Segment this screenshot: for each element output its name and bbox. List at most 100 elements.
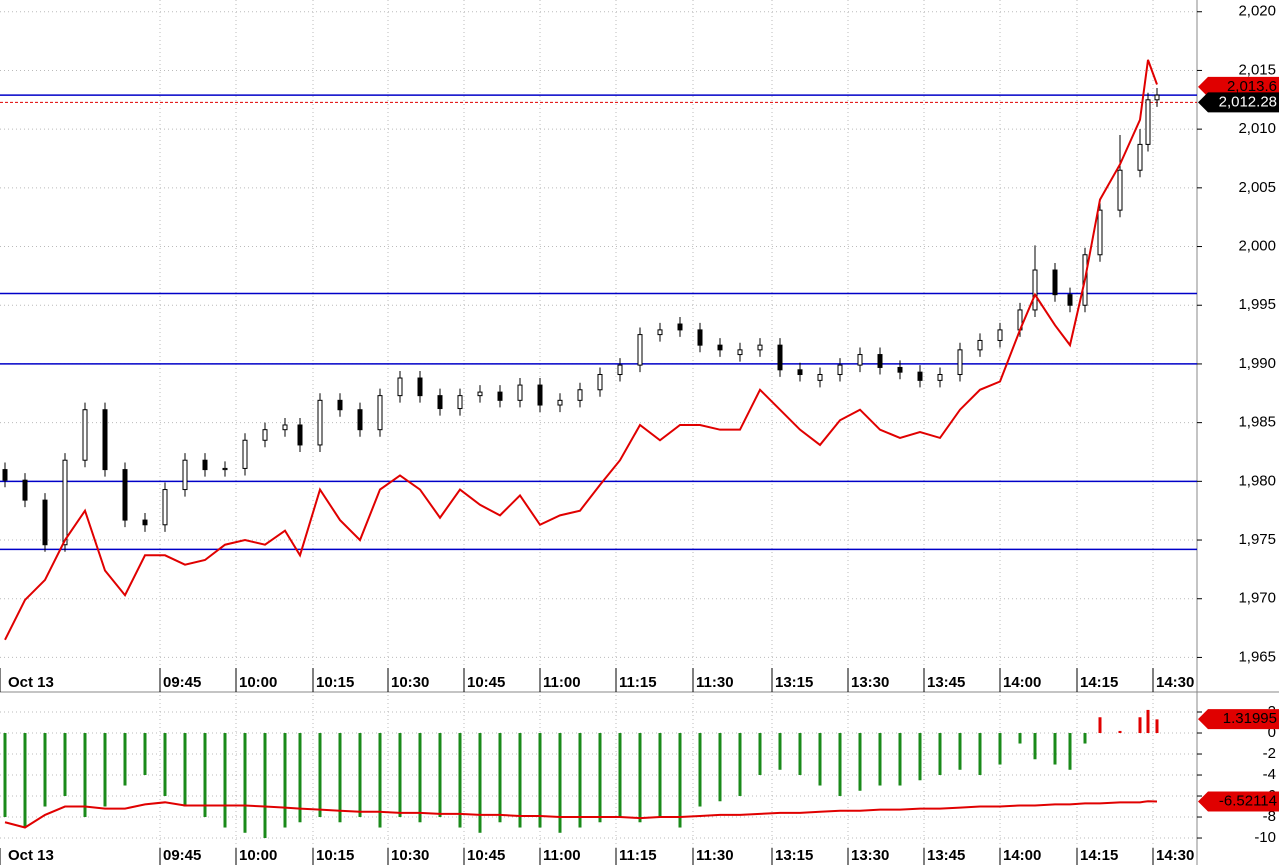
x-tick-label: 10:00 <box>239 674 277 691</box>
histogram-bar <box>678 733 682 828</box>
x-tick-label: 11:15 <box>619 674 657 691</box>
price-tag-label: -6.52114 <box>1219 792 1277 809</box>
histogram-bar <box>538 733 542 828</box>
histogram-bar <box>398 733 402 818</box>
candle-body <box>417 377 423 397</box>
price-tag-label: 2,013.6 <box>1227 78 1277 95</box>
candle-body <box>537 384 543 406</box>
candle-body <box>677 323 683 331</box>
histogram-bar <box>378 733 382 828</box>
candle-body <box>577 389 583 401</box>
x-tick-label: 11:30 <box>696 674 734 691</box>
candle-body <box>737 349 743 356</box>
candle-body <box>797 369 803 376</box>
histogram-bar <box>1068 733 1072 770</box>
histogram-bar <box>818 733 822 786</box>
candle-body <box>817 374 823 381</box>
histogram-bar <box>598 733 602 823</box>
histogram-bar <box>798 733 802 776</box>
x-tick-label: 13:30 <box>851 847 889 864</box>
x-tick-label: 10:30 <box>391 847 429 864</box>
candle-body <box>717 344 723 351</box>
candle-body <box>202 459 208 471</box>
histogram-bar <box>758 733 762 776</box>
histogram-bar <box>3 733 7 818</box>
histogram-bar <box>1033 733 1037 760</box>
candle-body <box>637 334 643 366</box>
histogram-bar <box>998 733 1002 765</box>
y-tick-label: 1,985 <box>1238 414 1276 431</box>
candle-body <box>937 374 943 381</box>
candle-body <box>1145 99 1151 145</box>
histogram-bar <box>1083 733 1087 744</box>
x-tick-label: 14:15 <box>1080 674 1118 691</box>
candle-body <box>917 371 923 381</box>
price-tag-label: 1.31995 <box>1223 710 1277 727</box>
candle-body <box>617 364 623 376</box>
y-tick-label: 2,020 <box>1238 3 1276 20</box>
histogram-bar <box>1098 717 1102 734</box>
x-tick-label: 10:00 <box>239 847 277 864</box>
histogram-bar <box>738 733 742 797</box>
candle-body <box>337 399 343 411</box>
histogram-bar <box>283 733 287 828</box>
candle-body <box>162 489 168 526</box>
x-tick-label: 10:15 <box>316 847 354 864</box>
histogram-bar <box>223 733 227 828</box>
y-tick-label: 0 <box>1268 724 1276 741</box>
y-tick-label: -8 <box>1263 808 1276 825</box>
price-tag <box>1198 92 1279 113</box>
candle-body <box>877 354 883 368</box>
histogram-bar <box>298 733 302 823</box>
histogram-bar <box>878 733 882 786</box>
histogram-bar <box>498 733 502 823</box>
y-tick-label: 1,970 <box>1238 590 1276 607</box>
line-series <box>4 800 1158 829</box>
histogram-bar <box>438 733 442 818</box>
histogram-bar <box>478 733 482 833</box>
candle-body <box>122 469 128 521</box>
x-tick-label: 10:45 <box>467 674 505 691</box>
histogram-bar <box>898 733 902 786</box>
candle-body <box>557 399 563 406</box>
candle-body <box>437 395 443 410</box>
histogram-bar <box>338 733 342 823</box>
candle-body <box>1154 94 1160 101</box>
candle-body <box>837 364 843 376</box>
y-tick-label: 2,015 <box>1238 61 1276 78</box>
candle-body <box>42 499 48 546</box>
line-series <box>4 59 1158 641</box>
candle-body <box>497 391 503 401</box>
candle-body <box>62 459 68 546</box>
x-tick-label: 14:30 <box>1156 674 1194 691</box>
candle-body <box>657 329 663 336</box>
price-tag <box>1198 76 1279 97</box>
y-tick-label: 1,990 <box>1238 355 1276 372</box>
y-tick-label: -10 <box>1254 829 1276 846</box>
candle-body <box>22 479 28 501</box>
x-tick-label: 11:00 <box>543 674 581 691</box>
x-tick-label: 13:45 <box>927 847 965 864</box>
y-tick-label: 2,000 <box>1238 238 1276 255</box>
candle-body <box>957 349 963 376</box>
histogram-bar <box>263 733 267 839</box>
y-tick-label: 2,010 <box>1238 120 1276 137</box>
candle-body <box>282 424 288 431</box>
candle-body <box>262 429 268 441</box>
y-tick-label: -2 <box>1263 745 1276 762</box>
y-tick-label: 1,965 <box>1238 648 1276 665</box>
histogram-bar <box>83 733 87 818</box>
x-tick-label: 13:15 <box>775 847 813 864</box>
candle-body <box>2 469 8 481</box>
x-tick-label: 14:00 <box>1003 847 1041 864</box>
histogram-bar <box>1053 733 1057 765</box>
x-tick-label: 11:00 <box>543 847 581 864</box>
histogram-bar <box>1146 709 1150 734</box>
histogram-bar <box>638 733 642 823</box>
x-tick-label: Oct 13 <box>8 847 54 864</box>
candle-body <box>477 391 483 397</box>
histogram-bar <box>418 733 422 823</box>
x-tick-label: 13:30 <box>851 674 889 691</box>
histogram-bar <box>243 733 247 833</box>
